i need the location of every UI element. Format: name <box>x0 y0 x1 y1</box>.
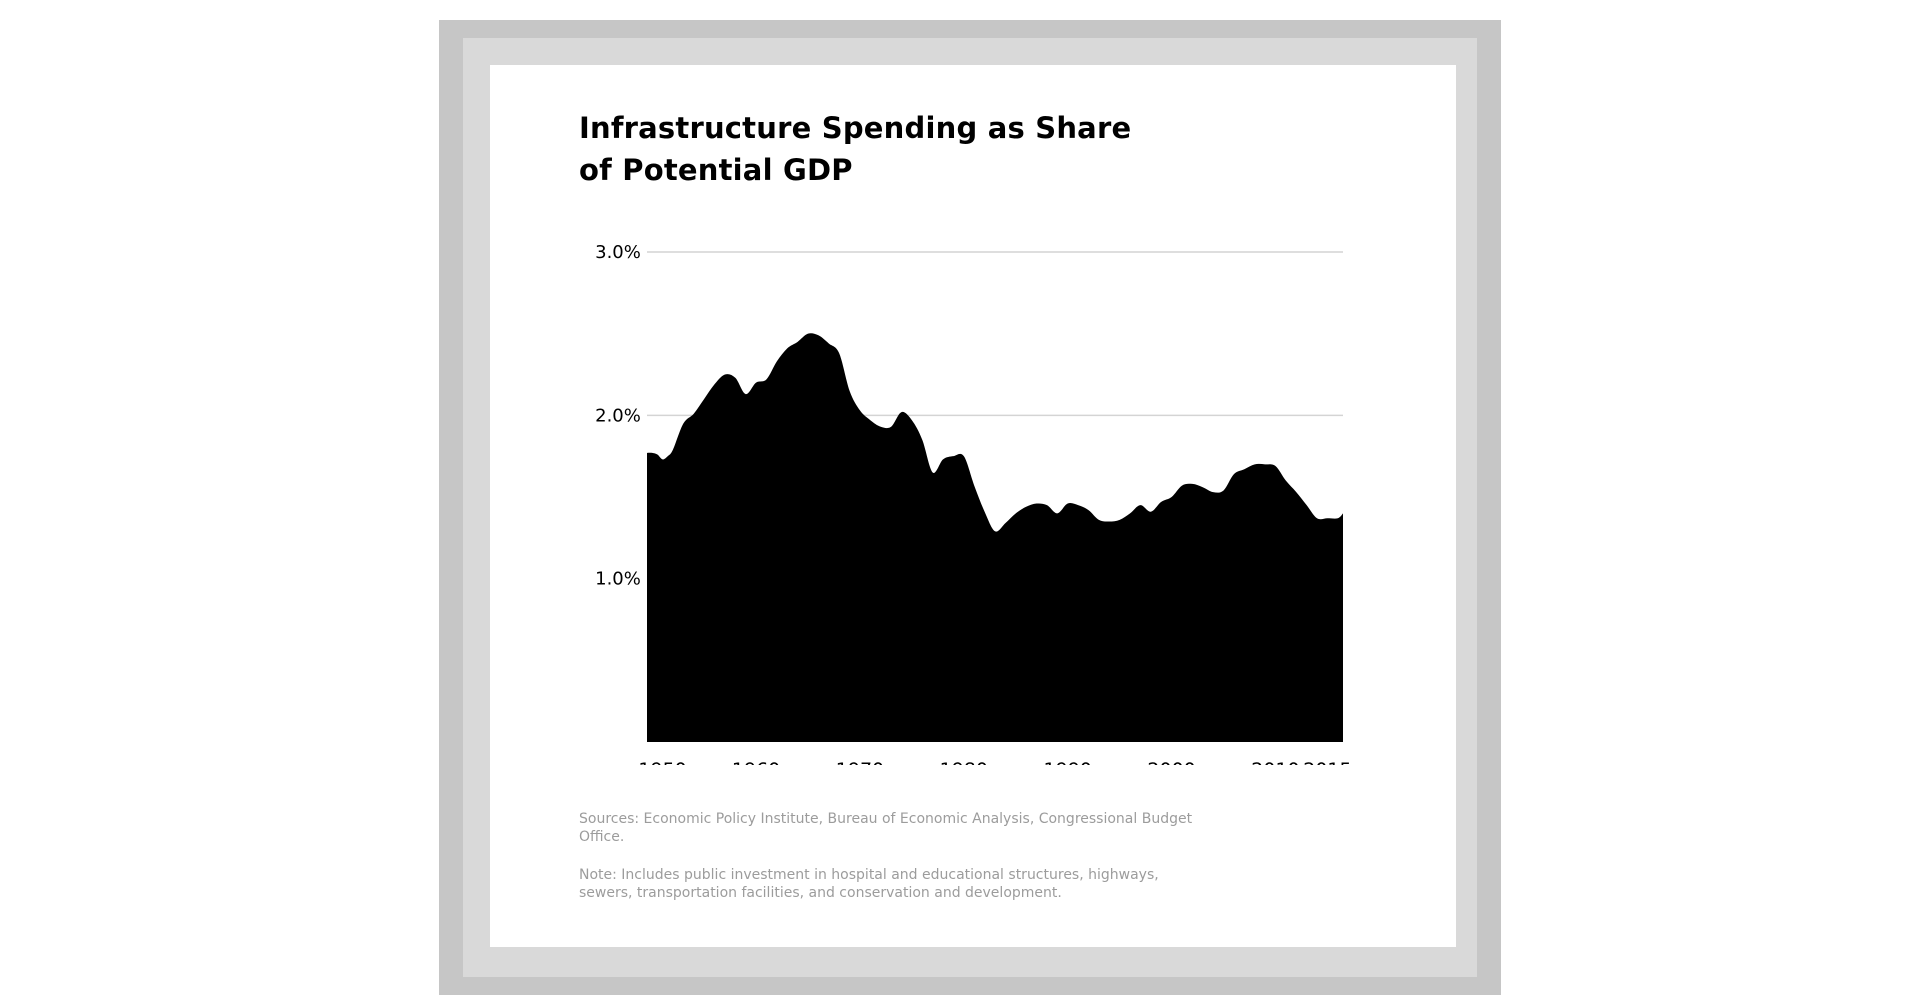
x-tick-label: 2010 <box>1251 759 1299 765</box>
x-tick-label: 1950 <box>638 759 686 765</box>
x-tick-label: 1990 <box>1044 759 1092 765</box>
chart-card: Infrastructure Spending as Share of Pote… <box>490 65 1456 947</box>
area-chart: 1.0% 2.0% 3.0% 1950 1960 1970 1980 1990 2000 2010… <box>595 242 1351 765</box>
method-note: Note: Includes public investment in hosp… <box>579 867 1159 901</box>
chart-title-line-1: Infrastructure Spending as Share <box>579 111 1132 145</box>
y-tick-label: 3.0% <box>595 242 641 263</box>
x-tick-label: 1970 <box>836 759 884 765</box>
x-tick-label: 2015 <box>1303 759 1351 765</box>
chart-title: Infrastructure Spending as Share of Pote… <box>579 107 1219 191</box>
y-tick-label: 2.0% <box>595 405 641 426</box>
chart-notes: Sources: Economic Policy Institute, Bure… <box>579 810 1199 922</box>
x-tick-label: 1960 <box>732 759 780 765</box>
outer-frame: Infrastructure Spending as Share of Pote… <box>439 20 1501 995</box>
x-tick-label: 2000 <box>1147 759 1195 765</box>
sources-note: Sources: Economic Policy Institute, Bure… <box>579 811 1193 845</box>
chart-title-line-2: of Potential GDP <box>579 153 853 187</box>
inner-frame: Infrastructure Spending as Share of Pote… <box>463 38 1477 977</box>
y-tick-label: 1.0% <box>595 569 641 590</box>
x-tick-label: 1980 <box>940 759 988 765</box>
area-series <box>647 333 1343 742</box>
